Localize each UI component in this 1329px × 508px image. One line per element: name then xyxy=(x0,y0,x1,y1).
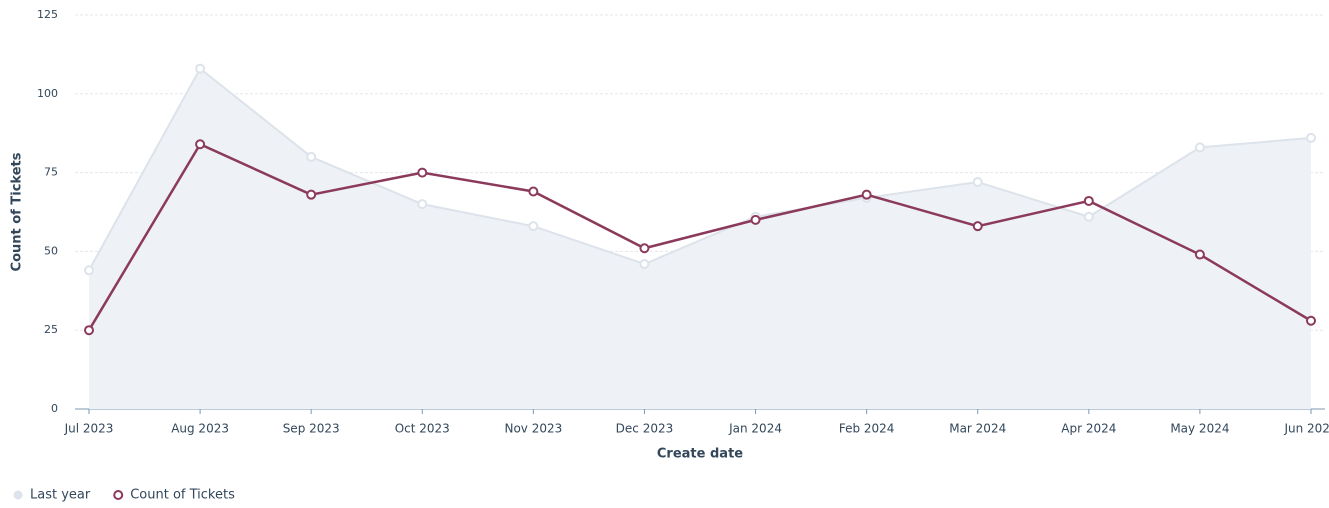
marker xyxy=(639,243,650,254)
marker xyxy=(306,189,317,200)
line xyxy=(87,142,1312,331)
marker xyxy=(972,177,983,188)
marker xyxy=(195,139,206,150)
marker xyxy=(1194,142,1205,153)
y-tick-label: 125 xyxy=(37,8,58,21)
x-tick-label: Jul 2023 xyxy=(64,422,114,436)
marker xyxy=(195,63,206,74)
marker xyxy=(1306,132,1316,143)
legend-label: Last year xyxy=(30,488,91,503)
y-tick-label: 75 xyxy=(44,166,58,179)
marker xyxy=(1306,315,1316,326)
marker xyxy=(861,189,872,200)
legend-marker xyxy=(113,490,124,500)
x-tick-label: Aug 2023 xyxy=(171,422,229,436)
y-axis-title: Count of Tickets xyxy=(10,152,25,271)
marker xyxy=(972,221,983,232)
x-tick-label: Nov 2023 xyxy=(504,422,562,436)
area xyxy=(89,68,1311,410)
marker xyxy=(417,199,428,210)
marker xyxy=(750,214,761,225)
marker xyxy=(639,259,650,270)
x-axis-title: Create date xyxy=(657,447,743,462)
legend-marker xyxy=(13,490,23,500)
x-tick-label: Oct 2023 xyxy=(395,422,450,436)
line xyxy=(88,67,1312,271)
marker xyxy=(417,167,428,178)
marker xyxy=(1083,211,1094,222)
y-tick-label: 100 xyxy=(37,87,58,100)
x-tick-label: Apr 2024 xyxy=(1061,422,1116,436)
legend-label: Count of Tickets xyxy=(130,488,235,503)
y-tick-label: 25 xyxy=(44,323,58,336)
x-tick-label: Sep 2023 xyxy=(283,422,340,436)
marker xyxy=(84,325,94,336)
marker xyxy=(306,151,317,162)
marker xyxy=(1083,195,1094,206)
x-tick-label: Jun 2024 xyxy=(1283,422,1329,436)
x-tick-label: May 2024 xyxy=(1170,422,1229,436)
y-tick-label: 50 xyxy=(44,244,58,257)
x-tick-label: Mar 2024 xyxy=(949,422,1006,436)
x-tick-label: Jan 2024 xyxy=(728,422,782,436)
marker xyxy=(1194,249,1205,260)
marker xyxy=(84,265,94,276)
x-tick-label: Feb 2024 xyxy=(839,422,895,436)
x-tick-label: Dec 2023 xyxy=(616,422,674,436)
y-tick-label: 0 xyxy=(51,402,58,415)
marker xyxy=(528,221,539,232)
marker xyxy=(528,186,539,197)
